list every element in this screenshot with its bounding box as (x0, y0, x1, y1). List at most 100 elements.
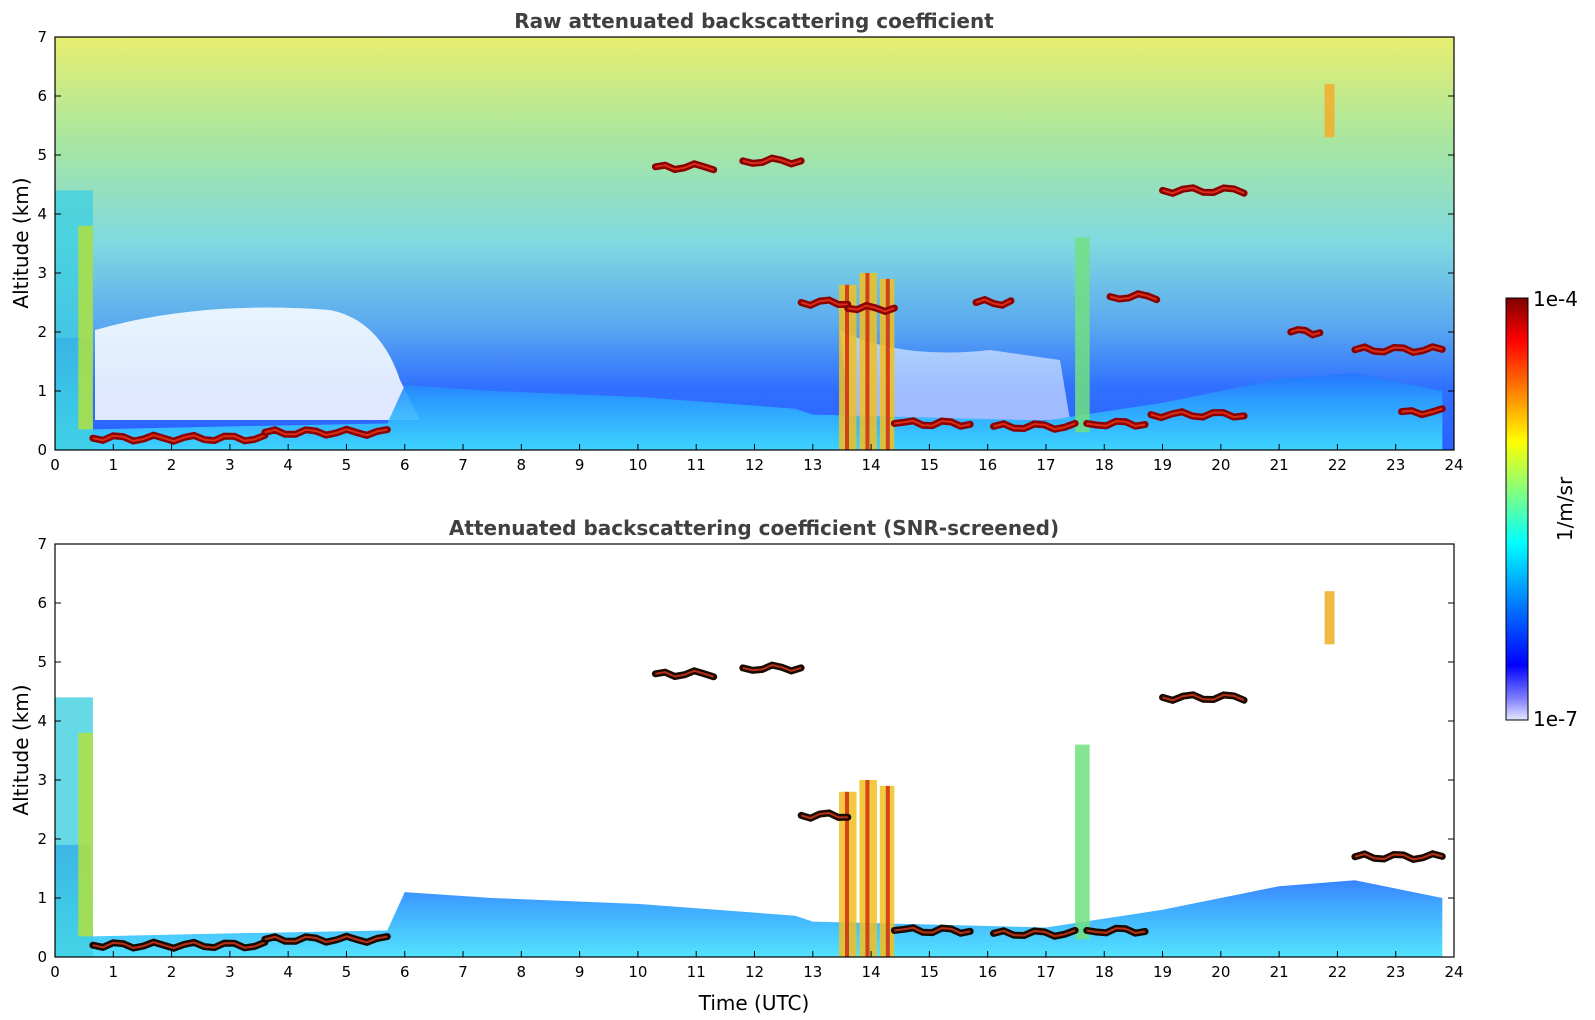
cloud-layer-edge (975, 298, 1012, 307)
precipitation-core (885, 278, 890, 450)
panel-raw: Raw attenuated backscattering coefficien… (9, 9, 1464, 474)
x-tick-label: 14 (862, 456, 881, 474)
precipitation-core (845, 284, 850, 450)
cloud-layer-edge (264, 428, 388, 437)
panel-screened-axes: 0 1 2 3 4 5 6 7 8 9 10 11 12 13 14 15 16 17 18 19 20 21 22 23 24… (37, 535, 1463, 981)
panel-raw-heatmap (55, 37, 1454, 450)
x-tick-label: 2 (167, 963, 177, 981)
x-tick-label: 9 (575, 456, 585, 474)
x-tick-label: 5 (342, 963, 352, 981)
y-tick-label: 1 (37, 889, 47, 907)
x-tick-label: 17 (1036, 963, 1055, 981)
y-tick-label: 7 (37, 28, 47, 46)
x-tick-label: 19 (1153, 456, 1172, 474)
panel-raw-axes: 0 1 2 3 4 5 6 7 8 9 10 11 12 13 14 15 16 17 18 19 20 21 22 23 24… (37, 28, 1463, 474)
aerosol-plume (1075, 237, 1090, 433)
cloud-layer-edge (92, 434, 266, 443)
panel-raw-low-signal-region (840, 330, 1070, 420)
cloud-layer-edge (1401, 407, 1443, 416)
x-tick-label: 23 (1386, 963, 1405, 981)
x-tick-label: 22 (1328, 456, 1347, 474)
x-tick-label: 18 (1095, 963, 1114, 981)
cloud-layer-edge (1109, 292, 1158, 301)
x-tick-label: 17 (1036, 456, 1055, 474)
panel-screened-xlabel: Time (UTC) (698, 991, 810, 1015)
colorbar-gradient (1505, 297, 1529, 721)
colorbar: 1e-4 1e-7 1/m/sr (1505, 287, 1578, 731)
cloud-layer-edge (1354, 852, 1443, 861)
x-tick-label: 13 (803, 456, 822, 474)
x-tick-label: 3 (225, 456, 235, 474)
colorbar-min-label: 1e-7 (1533, 707, 1578, 731)
residual-layer-core (78, 732, 93, 937)
x-tick-label: 8 (517, 963, 527, 981)
x-tick-label: 0 (50, 963, 60, 981)
cloud-layer-edge (655, 162, 715, 171)
x-tick-label: 5 (342, 456, 352, 474)
x-tick-label: 10 (628, 963, 647, 981)
y-tick-label: 0 (37, 441, 47, 459)
x-tick-label: 21 (1270, 456, 1289, 474)
cloud-layer-edge (894, 926, 971, 935)
x-tick-label: 20 (1211, 963, 1230, 981)
x-tick-label: 11 (687, 963, 706, 981)
cloud-layer-edge (264, 935, 388, 944)
cloud-layer-edge (742, 664, 802, 672)
x-tick-label: 13 (803, 963, 822, 981)
x-tick-label: 1 (109, 456, 119, 474)
y-tick-label: 4 (37, 712, 47, 730)
cloud-layer-edge (1162, 693, 1245, 702)
x-tick-label: 20 (1211, 456, 1230, 474)
panel-raw-layers (55, 84, 1446, 450)
panel-screened-layers (55, 591, 1446, 957)
panel-screened-heatmap (55, 544, 1454, 957)
panel-screened-ylabel: Altitude (km) (9, 684, 33, 815)
precipitation-core (865, 780, 870, 957)
y-tick-label: 1 (37, 382, 47, 400)
cloud-layer-edge (1150, 410, 1245, 419)
x-tick-label: 22 (1328, 963, 1347, 981)
x-tick-label: 11 (687, 456, 706, 474)
cloud-layer-edge (894, 419, 971, 428)
panel-screened-title: Attenuated backscattering coefficient (S… (449, 516, 1059, 540)
y-tick-label: 2 (37, 323, 47, 341)
x-tick-label: 4 (283, 456, 293, 474)
cloud-layer-edge (92, 941, 266, 950)
x-tick-label: 6 (400, 963, 410, 981)
x-tick-label: 16 (978, 963, 997, 981)
x-tick-label: 24 (1444, 963, 1463, 981)
x-tick-label: 18 (1095, 456, 1114, 474)
aerosol-plume (1075, 744, 1090, 940)
y-tick-label: 3 (37, 264, 47, 282)
x-tick-label: 2 (167, 456, 177, 474)
precipitation-core (885, 785, 890, 957)
x-tick-label: 7 (458, 456, 468, 474)
colorbar-max-label: 1e-4 (1533, 287, 1578, 311)
x-tick-label: 10 (628, 456, 647, 474)
cloud-layer-edge (1354, 345, 1443, 354)
y-tick-label: 6 (37, 87, 47, 105)
x-tick-label: 7 (458, 963, 468, 981)
cloud-layer-edge (847, 304, 895, 313)
colorbar-unit-label: 1/m/sr (1553, 476, 1577, 541)
cloud-layer-edge (655, 669, 715, 678)
cloud-layer-edge (1290, 328, 1321, 336)
x-tick-label: 9 (575, 963, 585, 981)
cloud-layer-edge (1086, 420, 1146, 428)
high-aerosol-plume (1324, 84, 1335, 138)
high-aerosol-plume (1324, 591, 1335, 645)
y-tick-label: 2 (37, 830, 47, 848)
cloud-layer-edge (1162, 186, 1245, 195)
panel-raw-low-signal-region (95, 307, 420, 420)
x-tick-label: 12 (745, 963, 764, 981)
x-tick-label: 3 (225, 963, 235, 981)
x-tick-label: 16 (978, 456, 997, 474)
x-tick-label: 23 (1386, 456, 1405, 474)
y-tick-label: 5 (37, 146, 47, 164)
y-tick-label: 0 (37, 948, 47, 966)
cloud-layer-edge (993, 929, 1076, 938)
cloud-layer-edge (800, 299, 848, 307)
y-tick-label: 7 (37, 535, 47, 553)
residual-layer-core (78, 225, 93, 430)
